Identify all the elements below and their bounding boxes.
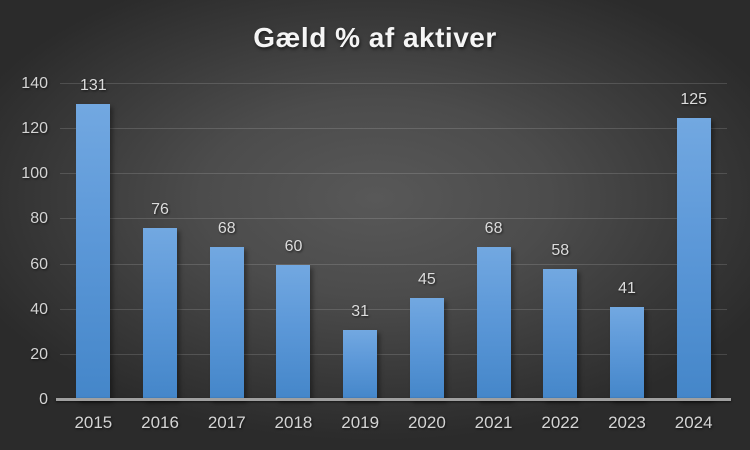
gridline bbox=[60, 218, 727, 220]
x-axis-label: 2015 bbox=[74, 413, 113, 432]
gridline bbox=[60, 128, 727, 130]
bar-2016 bbox=[143, 228, 178, 400]
bar-value-label: 41 bbox=[618, 280, 636, 298]
bar-slot: 41 bbox=[594, 84, 661, 400]
bar-value-label: 60 bbox=[284, 237, 303, 255]
y-axis-tick-label: 40 bbox=[30, 300, 48, 318]
gridline bbox=[60, 173, 727, 175]
bar-2024 bbox=[676, 117, 711, 400]
y-axis-tick-label: 20 bbox=[30, 345, 48, 363]
y-axis-tick-label: 140 bbox=[21, 75, 48, 92]
bar-2021 bbox=[476, 246, 511, 400]
bar-value-label: 45 bbox=[417, 271, 436, 289]
gridline bbox=[60, 263, 727, 265]
chart-title: Gæld % af aktiver bbox=[253, 22, 497, 53]
bar-value-label: 125 bbox=[680, 90, 708, 108]
bar-value-label: 58 bbox=[551, 242, 570, 260]
bar-2020 bbox=[409, 298, 444, 400]
bar-value-label: 68 bbox=[484, 219, 503, 237]
x-axis-label: 2021 bbox=[474, 413, 513, 432]
bar-2023 bbox=[609, 307, 644, 400]
bar-value-label: 76 bbox=[151, 201, 169, 219]
bar-2018 bbox=[276, 264, 311, 400]
bar-slot: 60 bbox=[260, 84, 327, 400]
x-axis-label: 2022 bbox=[541, 413, 580, 432]
y-axis-tick-label: 60 bbox=[30, 255, 48, 273]
bar-slot: 31 bbox=[327, 84, 394, 400]
x-axis-label: 2016 bbox=[141, 413, 179, 432]
y-axis-tick-label: 120 bbox=[21, 120, 48, 138]
bar-slot: 68 bbox=[193, 84, 260, 400]
x-axis-line bbox=[56, 398, 731, 401]
bar-value-label: 31 bbox=[351, 303, 370, 321]
bar-slot: 45 bbox=[394, 84, 461, 400]
bar-2022 bbox=[543, 269, 578, 400]
y-axis-tick-label: 80 bbox=[30, 210, 48, 228]
bar-value-label: 68 bbox=[217, 219, 236, 237]
bar-slot: 76 bbox=[127, 84, 194, 400]
y-axis-tick-labels: 0 20 40 60 80 100 120 140 bbox=[0, 75, 48, 408]
x-axis-label: 2017 bbox=[207, 413, 246, 432]
plot-area: 131 76 68 60 31 45 68 58 41 125 bbox=[56, 77, 731, 401]
bar-value-label: 131 bbox=[80, 77, 107, 95]
bars-row: 131 76 68 60 31 45 68 58 41 125 bbox=[60, 77, 727, 400]
x-axis-label: 2024 bbox=[674, 413, 713, 432]
bar-slot: 125 bbox=[660, 84, 727, 400]
bar-2019 bbox=[343, 330, 378, 400]
gridline bbox=[60, 308, 727, 310]
x-axis-label: 2019 bbox=[341, 413, 380, 432]
y-axis-tick-label: 0 bbox=[39, 391, 48, 408]
gridline bbox=[60, 83, 727, 84]
x-axis-label: 2018 bbox=[274, 413, 313, 432]
y-axis-tick-label: 100 bbox=[21, 165, 48, 183]
x-axis-label: 2023 bbox=[608, 413, 646, 432]
bar-slot: 68 bbox=[460, 84, 527, 400]
bar-slot: 58 bbox=[527, 84, 594, 400]
gridline bbox=[60, 353, 727, 355]
x-axis-labels: 2015 2016 2017 2018 2019 2020 2021 2022 2023 2024 bbox=[60, 413, 727, 433]
bar-2015 bbox=[76, 104, 111, 400]
bar-slot: 131 bbox=[60, 77, 127, 400]
x-axis-label: 2020 bbox=[407, 413, 446, 432]
bar-2017 bbox=[209, 246, 244, 400]
